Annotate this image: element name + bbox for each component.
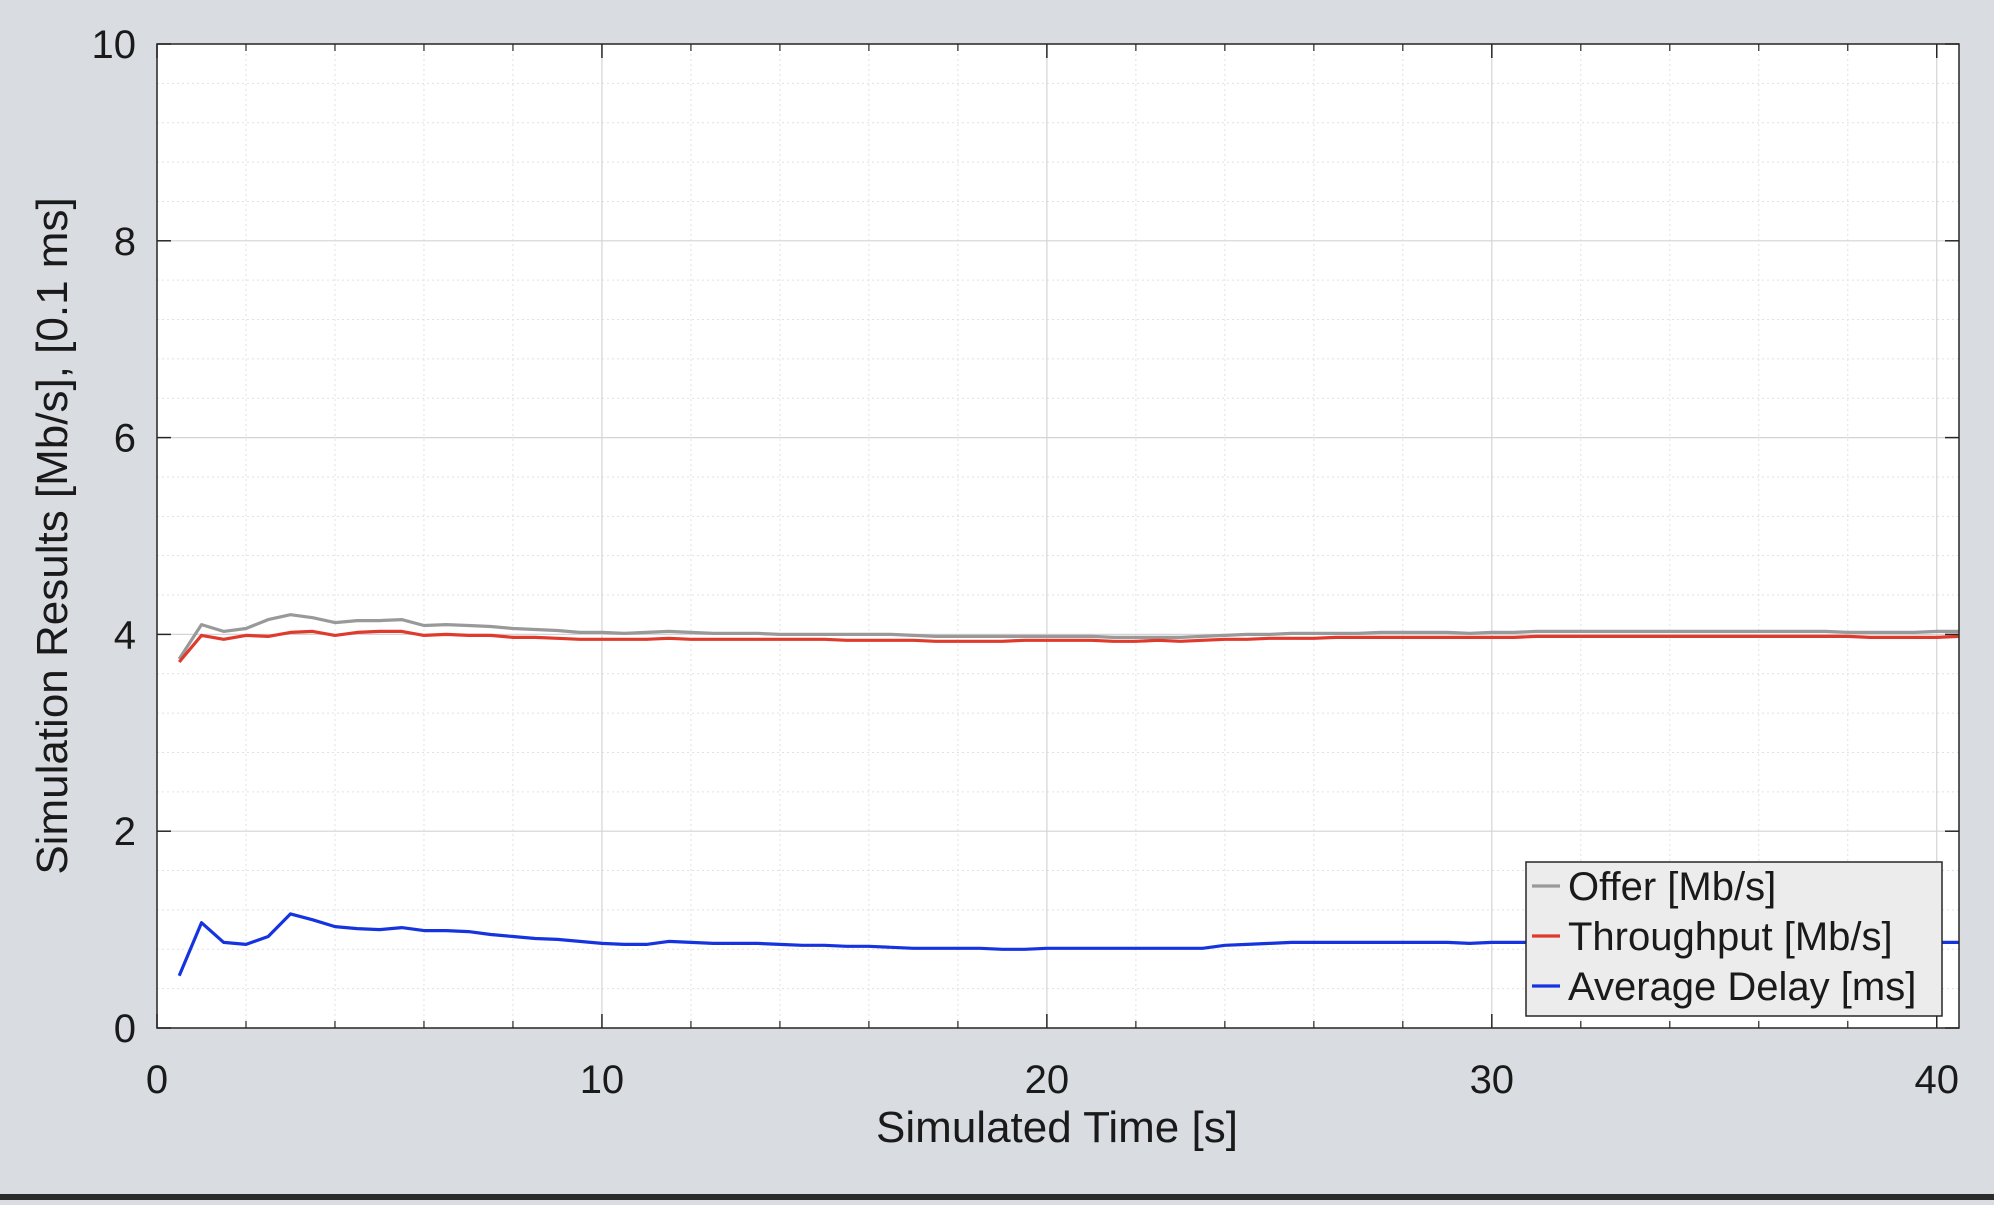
legend-label-2: Throughput [Mb/s] — [1568, 915, 1893, 959]
x-tick-label: 40 — [1915, 1058, 1960, 1102]
tick-layer: 0 10 20 30 40 0 2 4 6 8 10 — [92, 23, 1960, 1102]
x-tick-label: 0 — [146, 1058, 168, 1102]
series-line-2 — [177, 629, 1959, 664]
plot-frame — [156, 43, 1960, 1029]
y-tick-label: 6 — [114, 417, 136, 461]
y-tick-label: 0 — [114, 1007, 136, 1051]
y-tick-label: 4 — [114, 613, 136, 657]
x-tick-label: 20 — [1025, 1058, 1070, 1102]
y-tick-label: 10 — [92, 23, 137, 67]
legend-label-1: Offer [Mb/s] — [1568, 865, 1776, 909]
y-axis-label: Simulation Results [Mb/s], [0.1 ms] — [28, 197, 77, 874]
x-axis-label: Simulated Time [s] — [876, 1103, 1238, 1152]
legend-box — [1525, 861, 1943, 1017]
x-tick-label: 10 — [580, 1058, 625, 1102]
y-tick-label: 8 — [114, 220, 136, 264]
series-line-1 — [177, 613, 1959, 660]
legend-label-3: Average Delay [ms] — [1568, 965, 1916, 1009]
y-tick-label: 2 — [114, 810, 136, 854]
bottom-bar — [0, 1194, 1994, 1200]
legend: Offer [Mb/s] Throughput [Mb/s] Average Del… — [1525, 861, 1943, 1017]
x-tick-label: 30 — [1470, 1058, 1515, 1102]
